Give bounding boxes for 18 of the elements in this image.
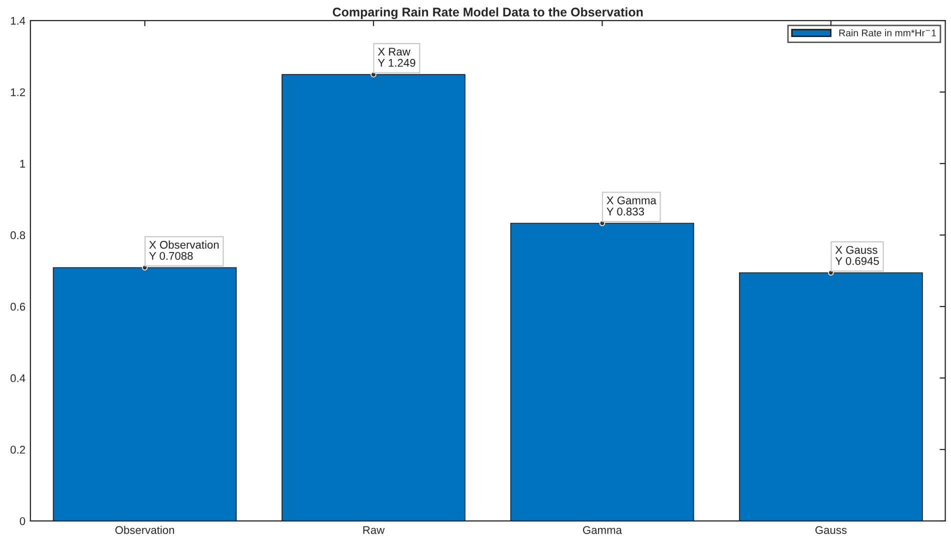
- legend-label: Rain Rate in mm*Hr$^{−}$1: [839, 29, 936, 36]
- y-tick-label: 0.2: [10, 446, 26, 454]
- annotation: X Gamma Y 0.833: [606, 196, 656, 216]
- chart-title: Comparing Rain Rate Model Data to the Observation: [332, 7, 643, 20]
- y-tick-label: 0: [20, 517, 26, 526]
- x-tick-label: Raw: [363, 526, 385, 534]
- y-tick-label: 1.2: [10, 88, 26, 96]
- x-tick-label: Gamma: [583, 526, 622, 534]
- y-tick-label: 1.4: [10, 16, 26, 25]
- x-tick-label: Gauss: [815, 526, 847, 534]
- y-tick-label: 0.8: [10, 231, 26, 240]
- annotation: X Raw Y 1.249: [378, 48, 416, 67]
- x-tick-label: Observation: [115, 526, 174, 534]
- y-tick-label: 1: [20, 160, 26, 168]
- y-tick-label: 0.6: [10, 302, 26, 311]
- annotation: X Observation Y 0.7088: [149, 240, 219, 260]
- annotation: X Gauss Y 0.6945: [835, 246, 879, 265]
- y-tick-label: 0.4: [10, 374, 26, 382]
